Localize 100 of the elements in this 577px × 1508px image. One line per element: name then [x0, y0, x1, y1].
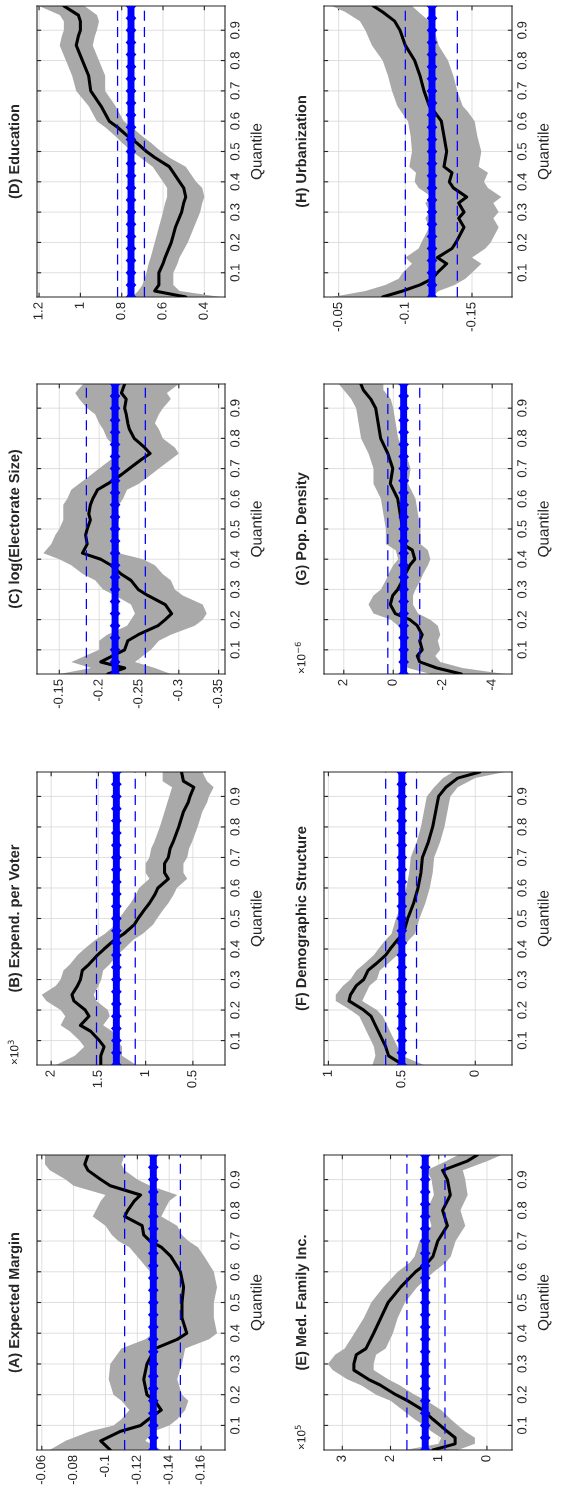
text: ×10$^{5}$ [294, 1425, 306, 1450]
x-tick-label: 2 [337, 679, 348, 686]
y-tick-label: 0.5 [230, 1293, 240, 1312]
text: ×10$^{3}$ [7, 1040, 19, 1065]
y-tick-label: 0.4 [517, 550, 527, 568]
text: (H) Urbanization [295, 96, 310, 208]
y-tick-label: 0.9 [517, 399, 527, 417]
x-tick-label: -0.1 [399, 302, 409, 325]
line-series [347, 772, 482, 1065]
y-tick-label: 0.3 [517, 580, 527, 599]
y-axis-title: Quantile [537, 123, 552, 180]
line-series [83, 1155, 189, 1450]
y-tick-label: 0.2 [230, 611, 240, 629]
text: (D) Education [8, 105, 23, 199]
y-tick-label: 0.4 [230, 940, 240, 958]
x-tick-label: -0.15 [53, 679, 63, 709]
y-axis-title: Quantile [537, 501, 552, 557]
y-tick-label: 0.1 [230, 264, 240, 282]
y-tick-label: 0.9 [230, 21, 240, 39]
y-tick-label: 0.3 [230, 580, 240, 599]
text: (E) Med. Family Inc. [295, 1235, 310, 1370]
x-tick-label: -0.14 [163, 1455, 173, 1485]
y-tick-label: 0.8 [230, 1201, 240, 1219]
line-series [352, 1155, 479, 1450]
x-tick-label: -0.1 [99, 1455, 110, 1478]
y-tick-label: 0.8 [517, 818, 527, 836]
y-tick-label: 0.6 [230, 879, 240, 897]
y-axis-title: Quantile [250, 890, 265, 947]
y-tick-label: 0.5 [230, 520, 240, 538]
x-tick-label: 1 [74, 302, 84, 309]
x-tick-label: -0.16 [195, 1455, 205, 1485]
x-tick-label: 0.8 [115, 302, 126, 320]
y-tick-label: 0.5 [517, 1293, 527, 1312]
y-tick-label: 0.2 [517, 1001, 527, 1019]
y-tick-label: 0.7 [230, 848, 240, 867]
x-tick-label: -0.06 [35, 1455, 46, 1485]
y-tick-label: 0.1 [517, 641, 527, 659]
y-tick-label: 0.3 [517, 203, 527, 221]
x-tick-label: -0.2 [93, 679, 103, 702]
y-tick-label: 0.8 [230, 429, 240, 448]
y-tick-label: 0.2 [230, 1386, 240, 1404]
x-tick-label: 0 [387, 679, 397, 686]
y-tick-label: 0.7 [230, 460, 240, 478]
y-tick-label: 0.9 [230, 1171, 240, 1189]
x-tick-label: -0.08 [67, 1455, 78, 1485]
line-series [70, 772, 196, 1065]
x-tick-label: 2 [45, 1070, 55, 1077]
y-tick-label: 0.7 [517, 848, 527, 867]
text: (B) Expend. per Voter [8, 844, 23, 992]
y-tick-label: 0.7 [230, 1232, 240, 1250]
x-tick-label: 0.4 [198, 302, 208, 320]
y-tick-label: 0.6 [230, 490, 240, 508]
y-tick-label: 0.6 [230, 112, 240, 130]
y-tick-label: 0.2 [517, 1386, 527, 1404]
y-tick-label: 0.3 [517, 1355, 527, 1373]
y-tick-label: 0.9 [230, 399, 240, 417]
text: (G) Pop. Density [295, 472, 310, 585]
y-tick-label: 0.4 [230, 1324, 240, 1342]
y-tick-label: 0.5 [517, 909, 527, 928]
y-tick-label: 0.8 [517, 1201, 527, 1219]
text: (F) Demographic Structure [295, 826, 310, 1011]
y-tick-label: 0.3 [517, 970, 527, 989]
x-tick-label: 0.6 [157, 302, 167, 320]
x-tick-label: 1.5 [92, 1070, 102, 1088]
line-series [80, 384, 174, 674]
y-tick-label: 0.7 [517, 82, 527, 100]
text: ×10$^{−6}$ [294, 642, 306, 674]
x-tick-label: 0 [469, 1070, 479, 1077]
y-tick-label: 0.3 [230, 1355, 240, 1373]
line-series [359, 384, 463, 674]
y-tick-label: 0.8 [517, 429, 527, 448]
y-tick-label: 0.5 [517, 142, 527, 161]
x-tick-label: 1.2 [33, 302, 43, 320]
y-tick-label: 0.6 [517, 879, 527, 897]
y-tick-label: 0.6 [517, 490, 527, 508]
y-tick-label: 0.1 [230, 1416, 240, 1435]
x-tick-label: -0.3 [173, 679, 183, 702]
text: (A) Expected Margin [8, 1232, 23, 1373]
x-tick-label: 0 [481, 1455, 491, 1462]
x-tick-label: -0.12 [131, 1455, 141, 1485]
x-tick-label: -0.35 [212, 679, 223, 709]
y-tick-label: 0.5 [230, 142, 240, 161]
x-tick-label: -4 [486, 679, 496, 691]
y-axis-title: Quantile [250, 1274, 265, 1331]
y-tick-label: 0.2 [517, 611, 527, 629]
text: (C) log(Electorate Size) [8, 449, 23, 609]
y-tick-label: 0.5 [230, 909, 240, 928]
x-tick-label: 1 [322, 1070, 332, 1077]
y-axis-title: Quantile [250, 123, 265, 180]
line-series [62, 6, 188, 297]
x-tick-label: -0.25 [133, 679, 143, 709]
y-tick-label: 0.4 [517, 1324, 527, 1342]
y-tick-label: 0.2 [230, 233, 240, 252]
x-tick-label: 1 [139, 1070, 150, 1077]
line-series [371, 6, 469, 297]
x-tick-label: -2 [436, 679, 447, 691]
x-tick-label: 2 [384, 1455, 394, 1462]
y-tick-label: 0.6 [517, 1263, 527, 1281]
y-axis-title: Quantile [537, 1274, 552, 1331]
y-tick-label: 0.4 [230, 173, 240, 191]
